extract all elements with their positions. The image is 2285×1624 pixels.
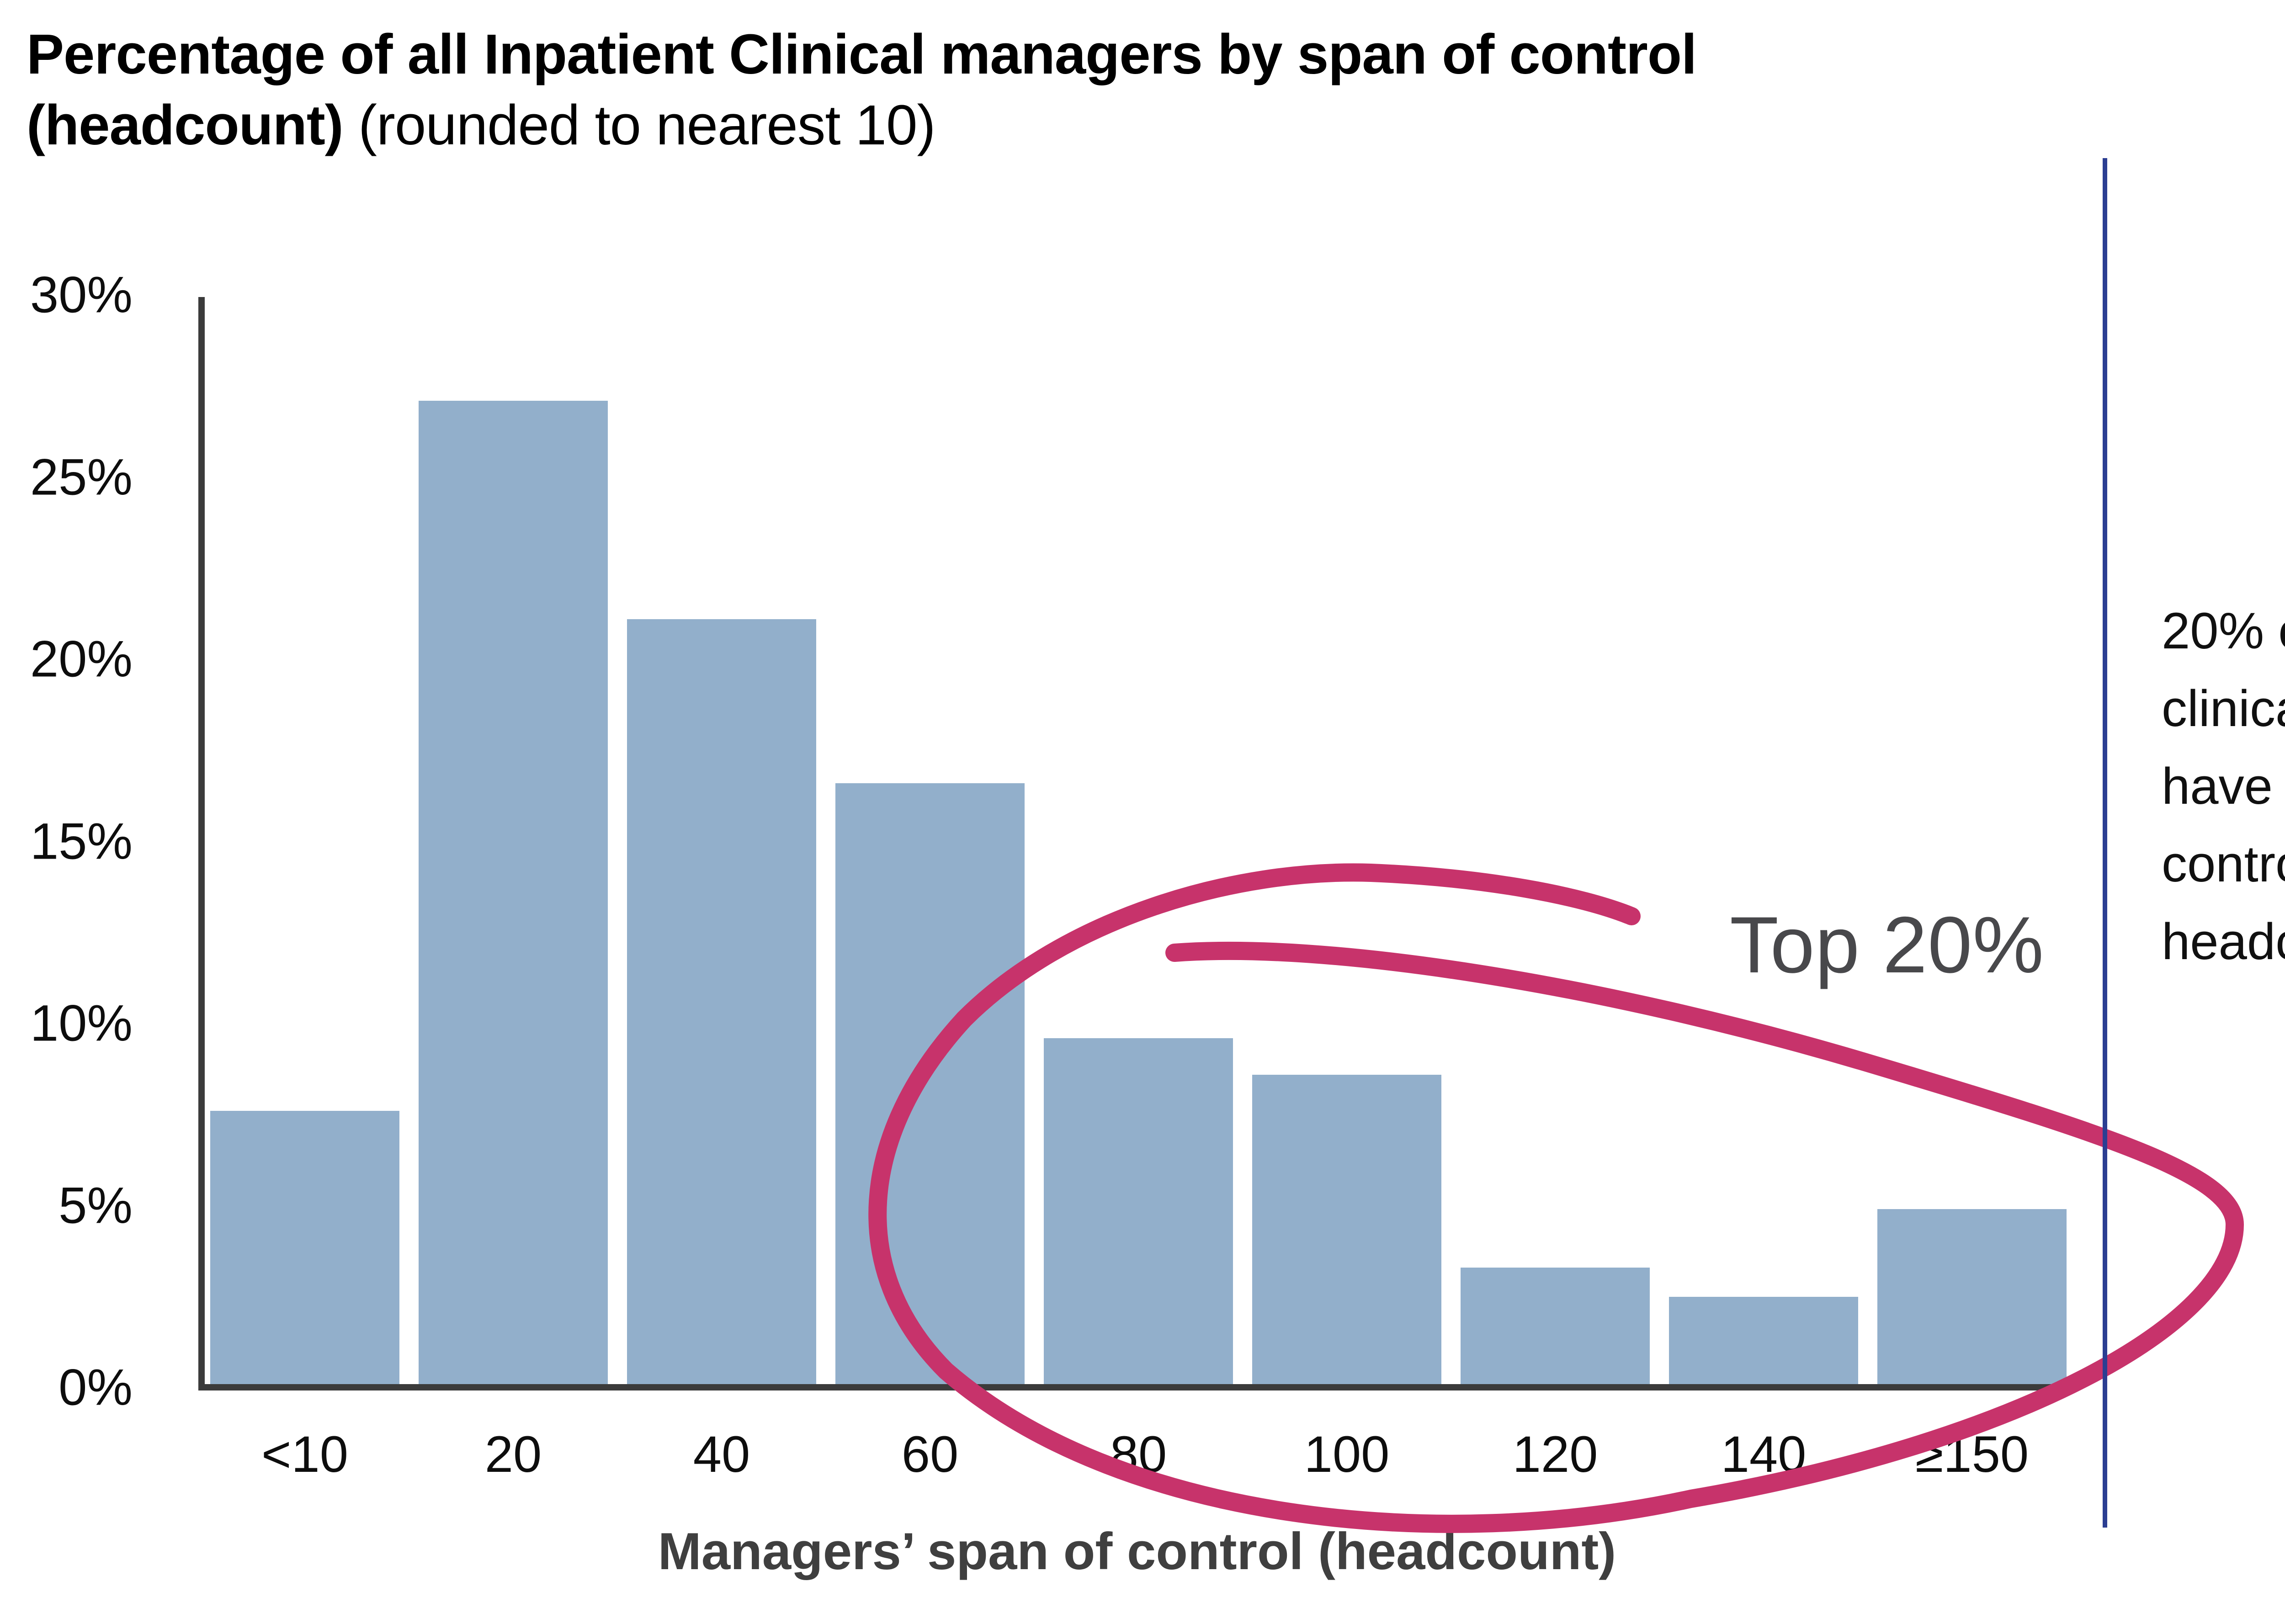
- bar: [1252, 1075, 1441, 1384]
- y-tick-label: 15%: [30, 812, 133, 870]
- y-axis-line: [198, 297, 205, 1390]
- bar: [1669, 1297, 1858, 1384]
- x-tick-label: 140: [1721, 1426, 1807, 1483]
- x-tick-label: 40: [693, 1426, 750, 1483]
- x-tick-label: 80: [1110, 1426, 1167, 1483]
- bar: [835, 783, 1025, 1384]
- bar: [1461, 1268, 1650, 1384]
- bar: [419, 401, 608, 1384]
- y-tick-label: 5%: [58, 1177, 133, 1234]
- y-tick-label: 0%: [58, 1359, 133, 1416]
- chart-title: Percentage of all Inpatient Clinical man…: [27, 19, 1697, 161]
- x-tick-label: 100: [1304, 1426, 1390, 1483]
- vertical-divider-line: [2103, 158, 2107, 1528]
- x-tick-label: 60: [901, 1426, 959, 1483]
- x-tick-label: ≥150: [1915, 1426, 2029, 1483]
- y-tick-label: 25%: [30, 448, 133, 505]
- x-tick-label: <10: [261, 1426, 348, 1483]
- x-axis-title: Managers’ span of control (headcount): [658, 1523, 1616, 1581]
- chart-title-line2: (headcount) (rounded to nearest 10): [27, 94, 935, 157]
- y-axis-tick-labels: 30% 25% 20% 15% 10% 5% 0%: [0, 0, 133, 1624]
- x-tick-label: 20: [484, 1426, 542, 1483]
- bar: [627, 619, 816, 1384]
- x-axis-tick-labels: <10 20 40 60 80 100 120 140 ≥150: [205, 1425, 2069, 1484]
- callout-text: 20% of all inpatient clinical managers h…: [2162, 602, 2285, 970]
- y-tick-label: 20%: [30, 630, 133, 688]
- bar: [210, 1111, 399, 1384]
- chart-title-line1: Percentage of all Inpatient Clinical man…: [27, 23, 1697, 86]
- bar-series: [205, 291, 2069, 1384]
- bar: [1877, 1209, 2067, 1384]
- y-tick-label: 30%: [30, 266, 133, 324]
- y-tick-label: 10%: [30, 994, 133, 1052]
- bar: [1044, 1038, 1233, 1384]
- top-20-label: Top 20%: [1730, 901, 2045, 990]
- x-tick-label: 120: [1512, 1426, 1598, 1483]
- x-axis-line: [198, 1384, 2063, 1390]
